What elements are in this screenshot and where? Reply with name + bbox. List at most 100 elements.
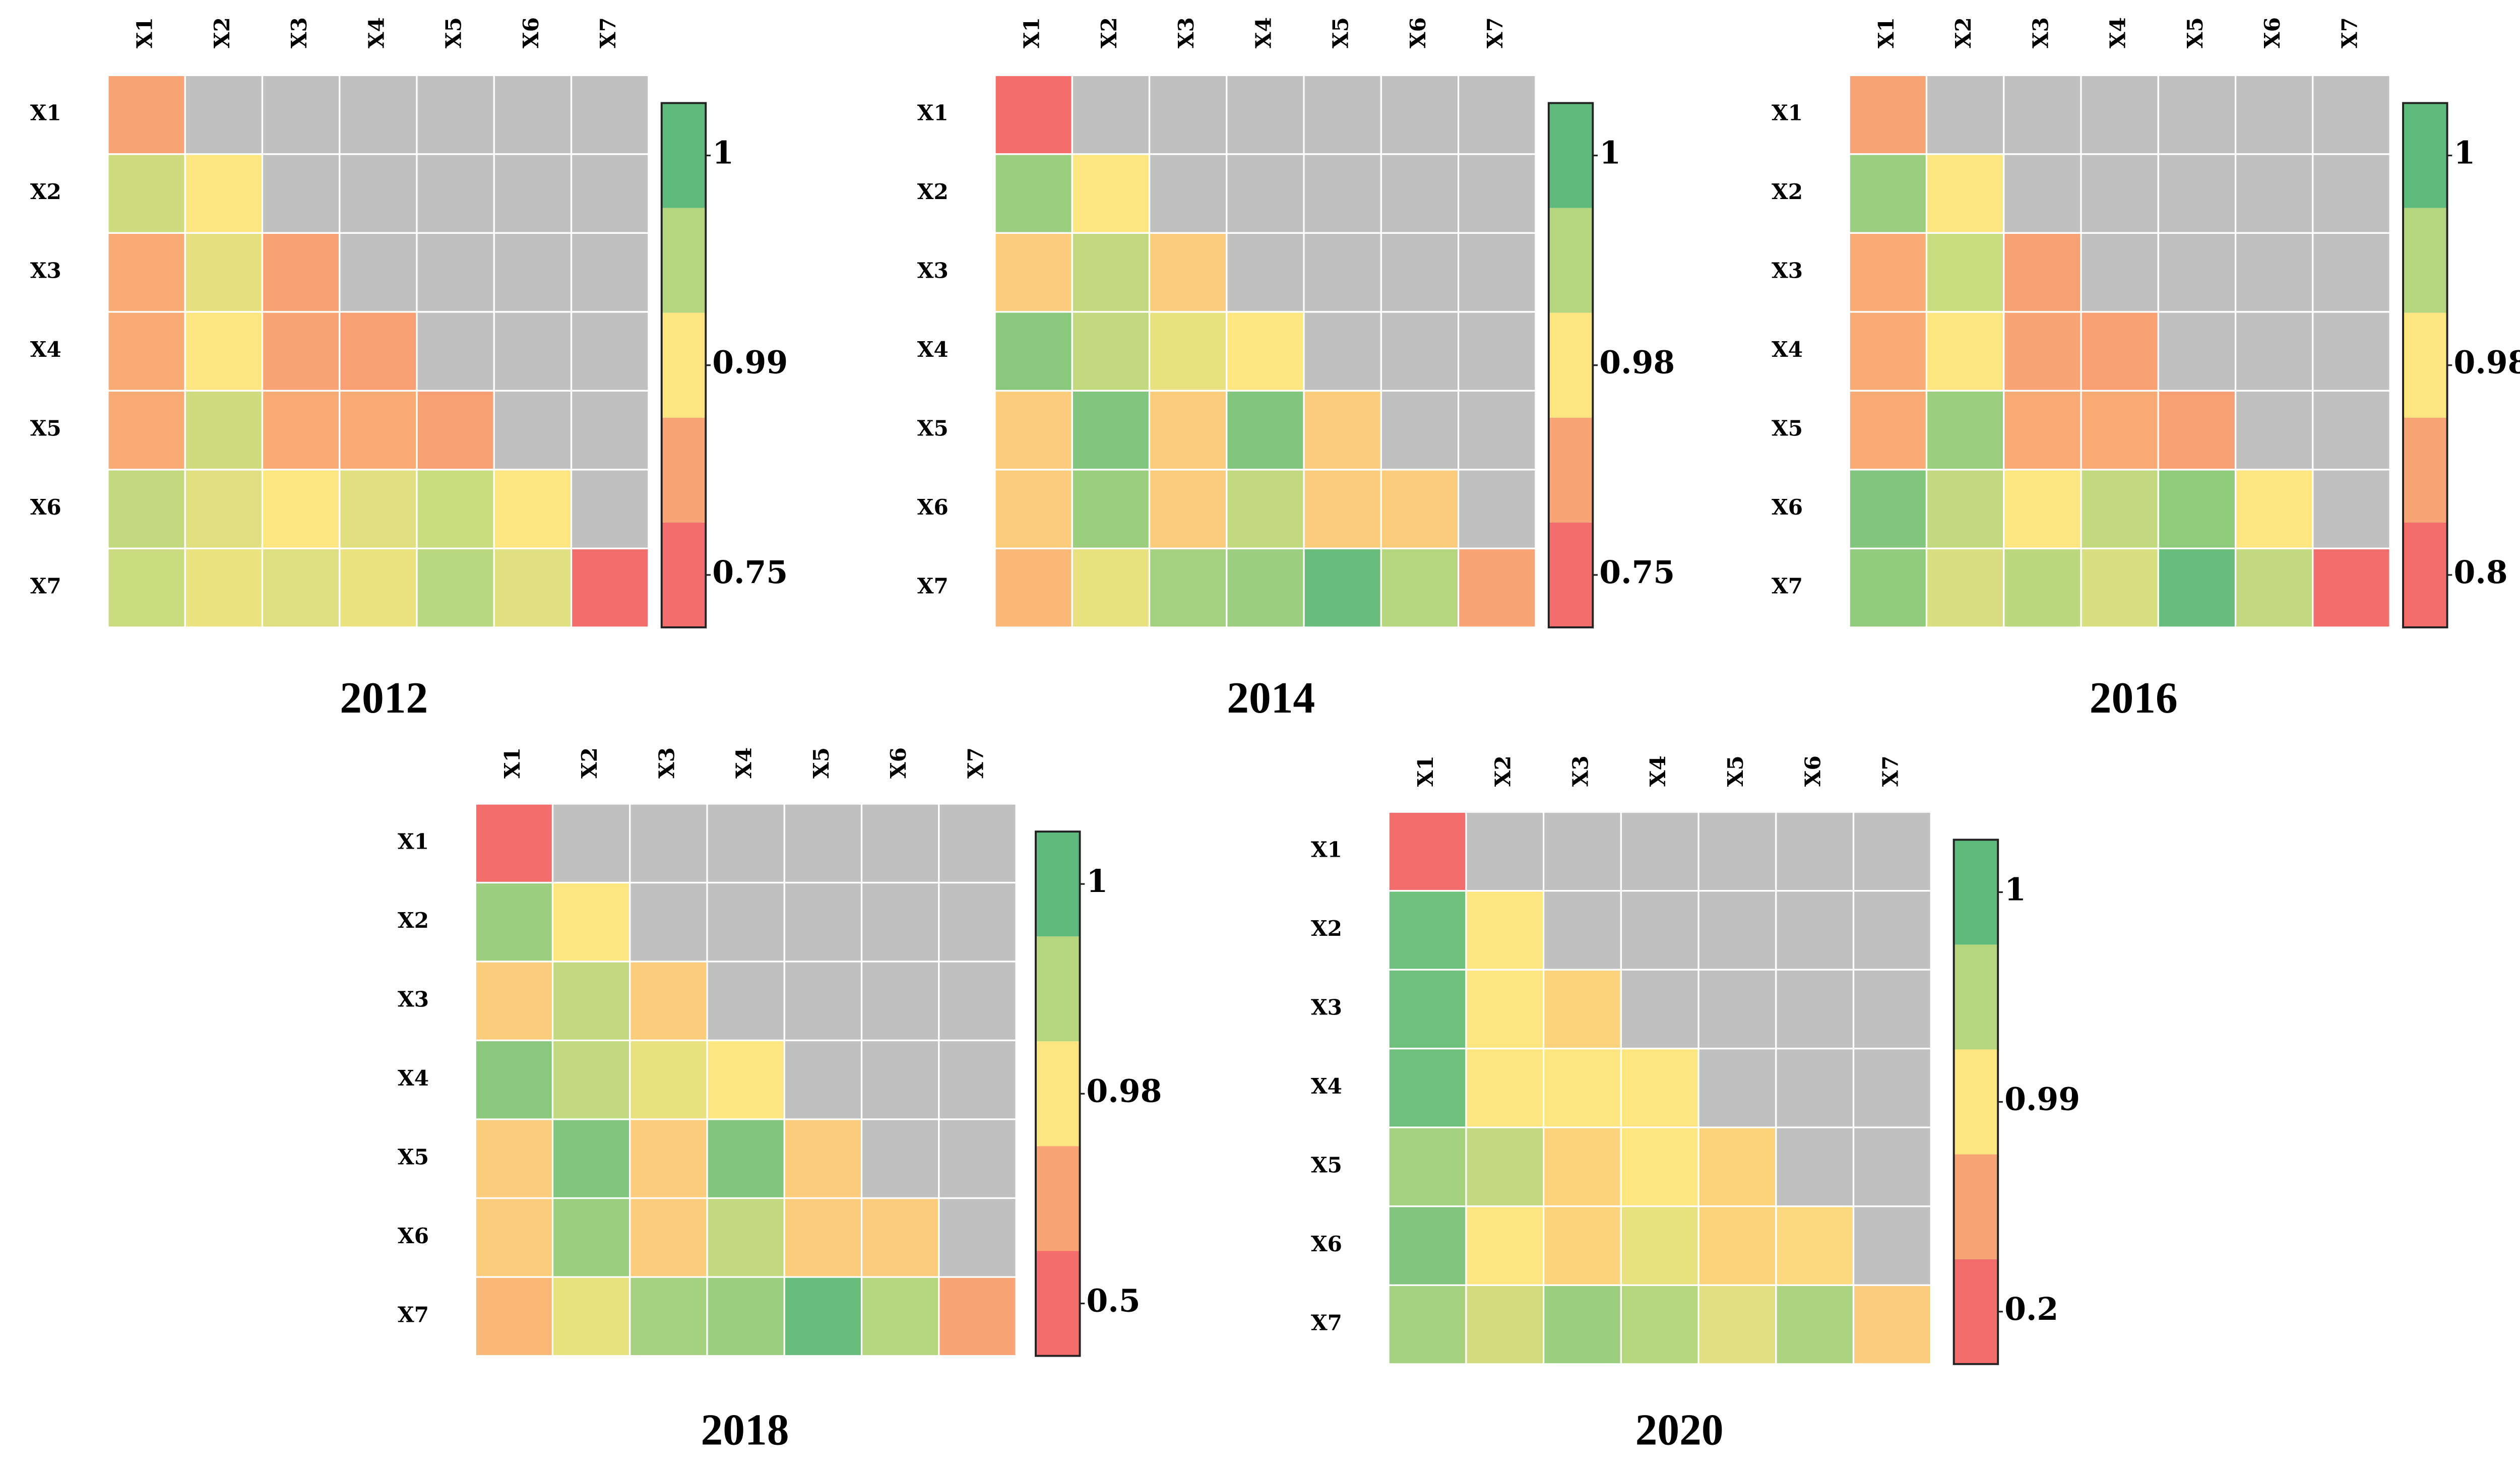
empty-cell	[706, 961, 785, 1042]
cell	[1226, 390, 1305, 471]
empty-cell	[2234, 390, 2314, 471]
cell	[107, 311, 186, 392]
colorbar-segment	[2403, 522, 2447, 627]
empty-cell	[339, 153, 418, 234]
cell	[184, 232, 264, 313]
cell	[1697, 1126, 1777, 1207]
empty-cell	[416, 153, 495, 234]
empty-cell	[570, 390, 650, 471]
cell	[1542, 1205, 1622, 1286]
x-tick-label: X7	[2337, 17, 2362, 48]
x-tick-label: X6	[886, 747, 911, 779]
colorbar-segment	[1954, 1259, 1998, 1364]
empty-cell	[783, 961, 863, 1042]
cell	[1465, 1048, 1545, 1128]
cell	[184, 311, 264, 392]
empty-cell	[416, 232, 495, 313]
y-tick-label: X1	[1311, 837, 1342, 862]
empty-cell	[2003, 74, 2082, 155]
x-tick-label: X5	[2182, 17, 2208, 48]
cell	[1697, 1205, 1777, 1286]
empty-cell	[783, 881, 863, 963]
y-tick-label: X6	[1311, 1231, 1342, 1256]
empty-cell	[261, 153, 341, 234]
cell	[1388, 1048, 1467, 1128]
cell	[107, 390, 186, 471]
x-tick-label: X7	[1482, 17, 1507, 48]
empty-cell	[860, 961, 940, 1042]
cell	[994, 232, 1073, 313]
cell	[474, 803, 554, 884]
y-tick-label: X6	[30, 494, 61, 520]
empty-cell	[2312, 74, 2391, 155]
cell	[107, 153, 186, 234]
cell	[783, 1197, 863, 1278]
x-tick-label: X4	[1250, 17, 1276, 48]
cell	[493, 469, 573, 550]
y-tick-label: X1	[30, 100, 61, 125]
y-tick-label: X5	[917, 416, 949, 441]
cell	[1148, 390, 1228, 471]
empty-cell	[1852, 890, 1932, 971]
cell	[994, 74, 1073, 155]
colorbar-tick-label: 1	[712, 135, 734, 171]
empty-cell	[1620, 811, 1699, 892]
x-tick-label: X4	[1645, 755, 1670, 787]
colorbar-tick-label: 1	[1087, 863, 1108, 900]
cell	[416, 390, 495, 471]
cell	[551, 881, 631, 963]
colorbar-segment	[1548, 417, 1593, 523]
cell	[938, 1276, 1017, 1357]
empty-cell	[1226, 74, 1305, 155]
empty-cell	[416, 74, 495, 155]
y-tick-label: X6	[1772, 494, 1803, 520]
heatmap-panel: X1 X2 X3 X4 X5 X6 X7 X1 X2 X3 X4 X5 X6 X7 0.75 0.98 1 201…	[917, 17, 1675, 722]
empty-cell	[1457, 311, 1537, 392]
panel-title: 2020	[1635, 1405, 1724, 1454]
empty-cell	[629, 803, 708, 884]
colorbar-segment	[2403, 417, 2447, 523]
colorbar-segment	[1954, 944, 1998, 1050]
y-tick-label: X7	[30, 573, 61, 599]
empty-cell	[1148, 153, 1228, 234]
y-tick-label: X5	[1772, 416, 1803, 441]
empty-cell	[1542, 811, 1622, 892]
cell	[629, 1118, 708, 1199]
empty-cell	[1852, 1205, 1932, 1286]
cell	[1925, 232, 2005, 313]
empty-cell	[1457, 153, 1537, 234]
cell	[1388, 1205, 1467, 1286]
cell	[706, 1197, 785, 1278]
colorbar-segment	[1954, 840, 1998, 945]
x-tick-label: X1	[1019, 17, 1044, 48]
x-tick-label: X2	[209, 17, 234, 48]
y-tick-label: X6	[917, 494, 949, 520]
empty-cell	[1380, 74, 1460, 155]
cell	[2080, 311, 2159, 392]
y-tick-label: X3	[1311, 995, 1342, 1020]
cell	[1071, 311, 1151, 392]
empty-cell	[570, 469, 650, 550]
cell	[474, 1118, 554, 1199]
empty-cell	[860, 881, 940, 963]
y-tick-label: X7	[398, 1302, 429, 1327]
cell	[184, 547, 264, 628]
colorbar-segment	[661, 522, 706, 627]
colorbar-segment	[2403, 208, 2447, 313]
empty-cell	[860, 1039, 940, 1120]
cell	[107, 469, 186, 550]
empty-cell	[2312, 390, 2391, 471]
empty-cell	[1071, 74, 1151, 155]
cell	[339, 547, 418, 628]
empty-cell	[2234, 311, 2314, 392]
colorbar-tick-label: 0.98	[1087, 1072, 1162, 1109]
empty-cell	[938, 1039, 1017, 1120]
cell	[184, 153, 264, 234]
cell	[1925, 390, 2005, 471]
cell	[551, 961, 631, 1042]
y-tick-label: X2	[398, 908, 429, 933]
cell	[1457, 547, 1537, 628]
empty-cell	[938, 881, 1017, 963]
panel-title: 2018	[701, 1405, 789, 1454]
